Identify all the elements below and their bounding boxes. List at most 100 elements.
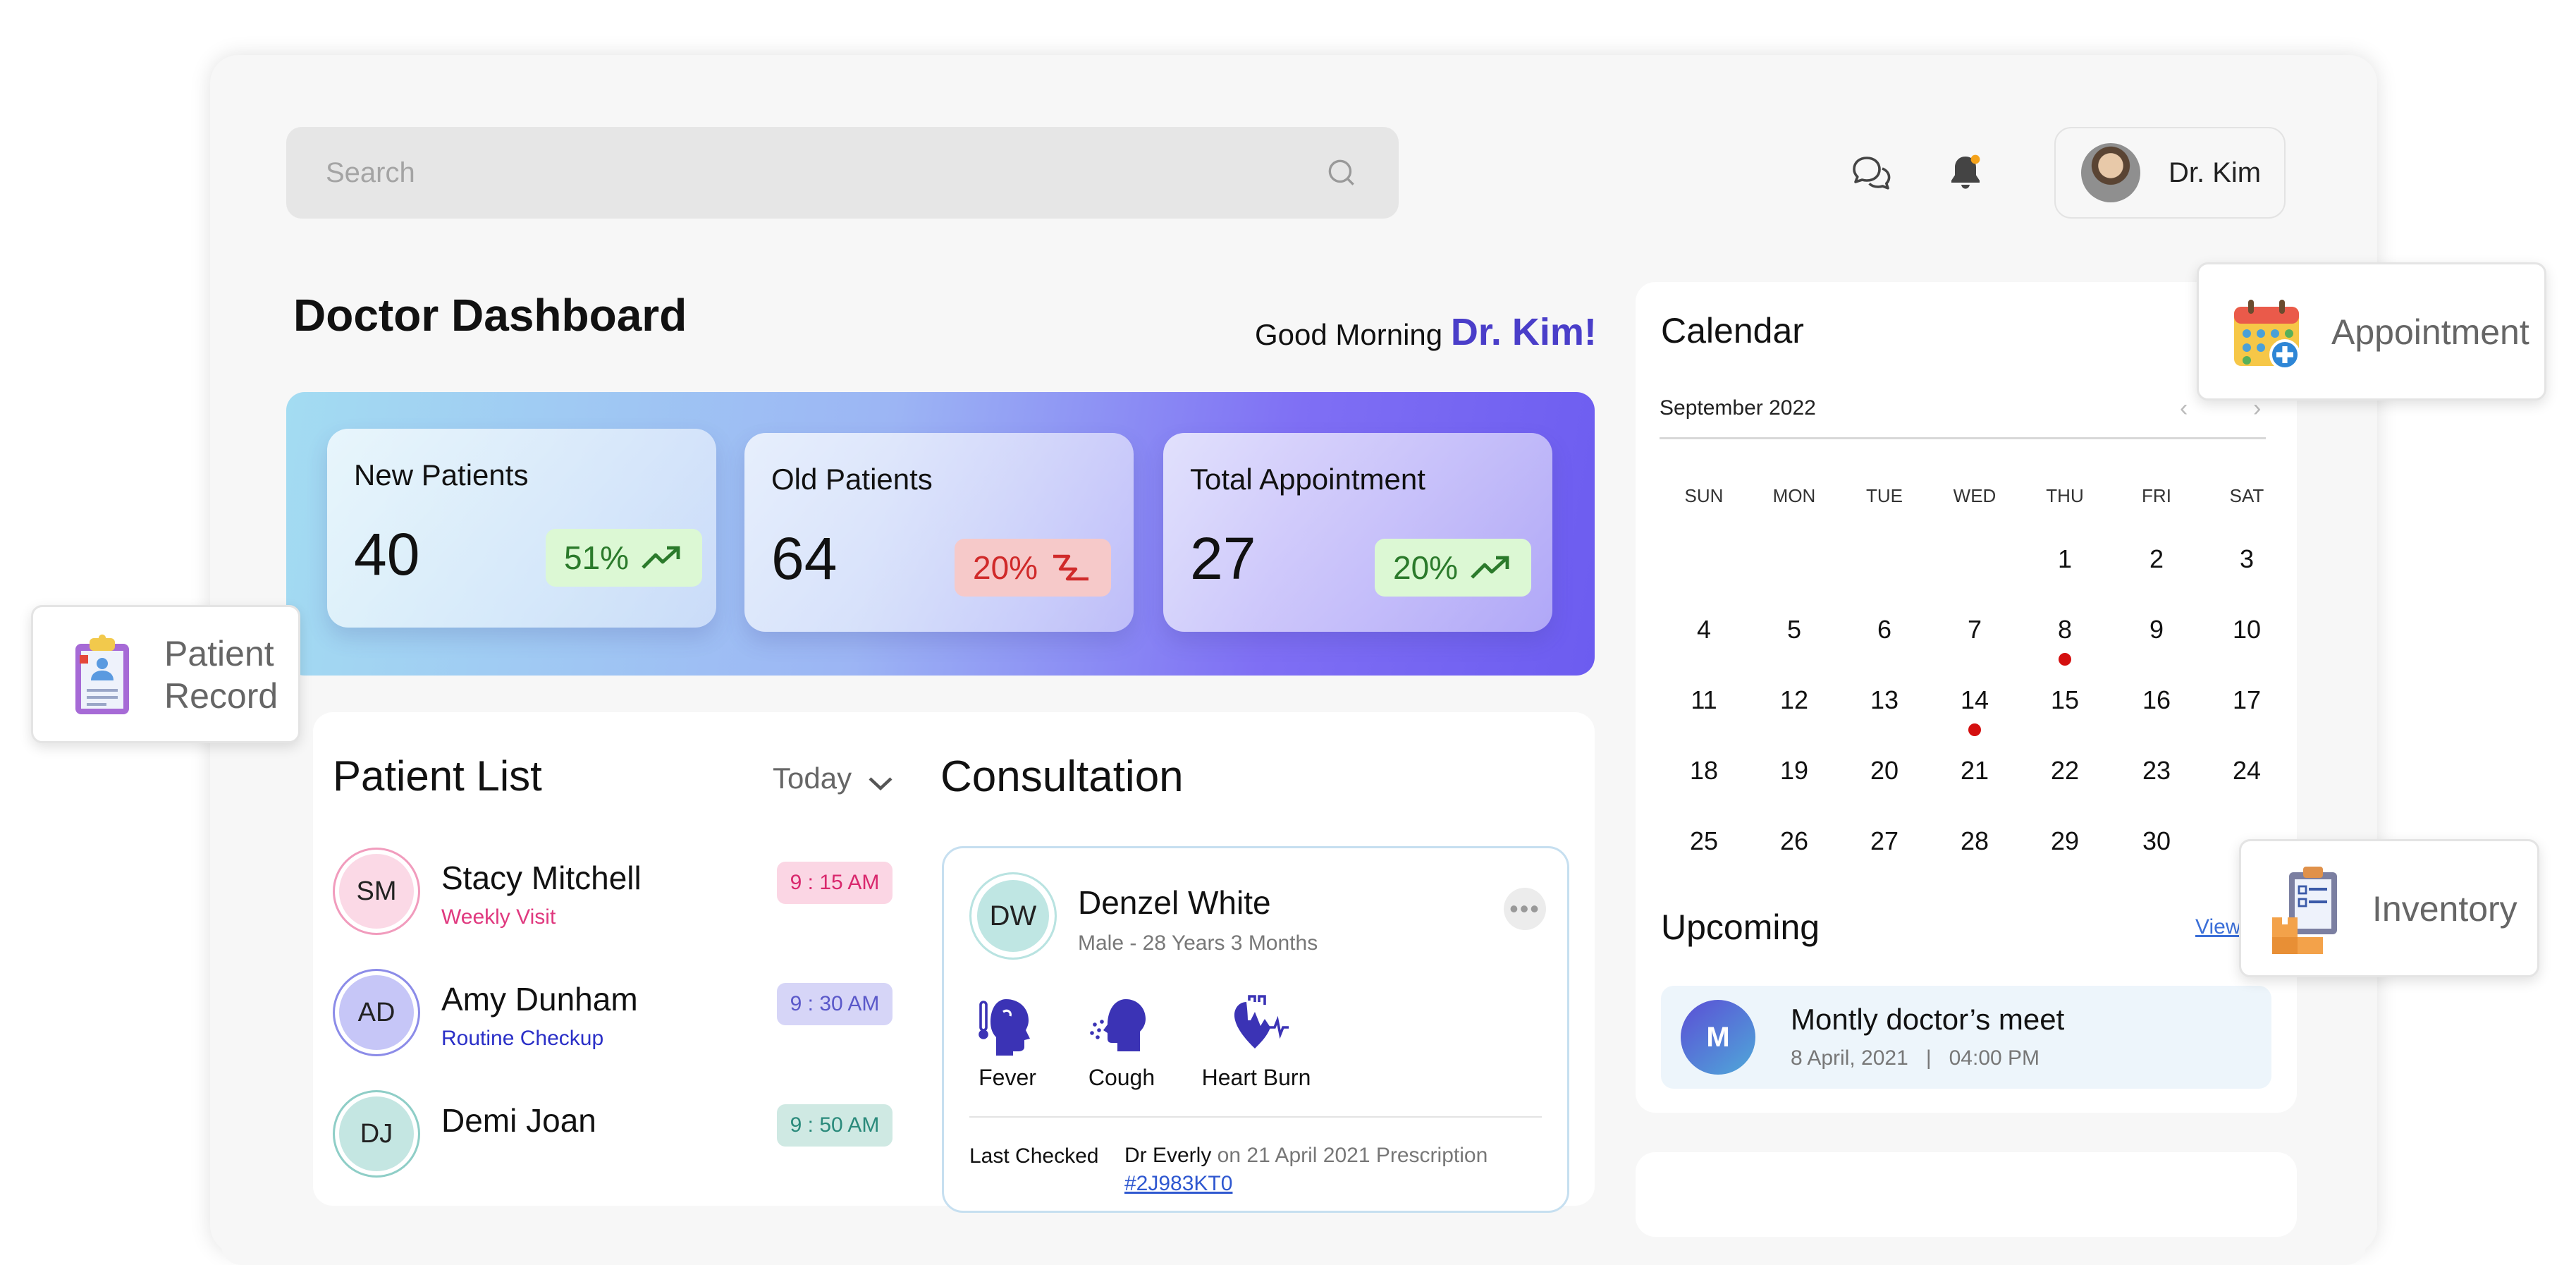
calendar-day[interactable]: 21 bbox=[1960, 756, 1989, 785]
view-all-link[interactable]: View bbox=[2195, 915, 2241, 939]
consultation-title: Consultation bbox=[940, 752, 1184, 801]
calendar-day[interactable]: 13 bbox=[1870, 685, 1899, 714]
calendar-day[interactable]: 12 bbox=[1779, 685, 1809, 714]
patient-avatar: SM bbox=[333, 848, 420, 935]
stat-card-new-patients[interactable]: New Patients 40 51% bbox=[327, 429, 716, 628]
calendar-day[interactable]: 11 bbox=[1691, 685, 1717, 714]
event-marker-dot bbox=[2059, 653, 2071, 666]
symptom-label: Fever bbox=[979, 1065, 1036, 1090]
weekday-fri: FRI bbox=[2142, 485, 2171, 506]
consultation-card: DW Denzel White Male - 28 Years 3 Months… bbox=[942, 846, 1569, 1213]
more-options-button[interactable]: ••• bbox=[1504, 888, 1546, 930]
consultation-patient-info: Male - 28 Years 3 Months bbox=[1078, 931, 1318, 955]
trend-down-icon bbox=[1053, 554, 1089, 581]
weekday-sat: SAT bbox=[2229, 485, 2264, 506]
search-icon[interactable] bbox=[1324, 155, 1359, 190]
stat-change-badge: 51% bbox=[546, 529, 703, 587]
calendar-day[interactable]: 27 bbox=[1870, 826, 1899, 855]
weekday-mon: MON bbox=[1772, 485, 1816, 506]
search-input[interactable]: Search bbox=[326, 157, 415, 188]
bell-icon[interactable] bbox=[1943, 149, 1988, 195]
visit-type: Weekly Visit bbox=[441, 905, 556, 929]
stat-change-badge: 20% bbox=[955, 539, 1112, 597]
calendar-day[interactable]: 24 bbox=[2232, 756, 2262, 785]
stat-value: 40 bbox=[354, 521, 420, 587]
chevron-right-icon[interactable]: › bbox=[2253, 395, 2262, 422]
calendar-day[interactable]: 28 bbox=[1960, 826, 1989, 855]
event-separator: | bbox=[1925, 1046, 1932, 1070]
stat-change: 20% bbox=[1393, 549, 1459, 586]
calendar-day[interactable]: 29 bbox=[2050, 826, 2080, 855]
calendar-day[interactable]: 23 bbox=[2142, 756, 2171, 785]
event-title: Montly doctor’s meet bbox=[1791, 1003, 2065, 1036]
weekday-wed: WED bbox=[1953, 485, 1997, 506]
page-title: Doctor Dashboard bbox=[293, 290, 687, 341]
chevron-left-icon[interactable]: ‹ bbox=[2180, 395, 2188, 422]
stat-card-old-patients[interactable]: Old Patients 64 20% bbox=[744, 433, 1134, 632]
calendar-day[interactable]: 1 bbox=[2057, 544, 2073, 573]
greeting-name: Dr. Kim! bbox=[1450, 311, 1597, 353]
calendar-title: Calendar bbox=[1661, 311, 1804, 350]
patient-record-shortcut[interactable]: Patient Record bbox=[31, 605, 300, 743]
stat-value: 27 bbox=[1190, 525, 1256, 592]
clipboard-record-icon bbox=[75, 634, 129, 714]
calendar-day[interactable]: 19 bbox=[1779, 756, 1809, 785]
chevron-down-icon[interactable] bbox=[866, 773, 895, 794]
cough-icon bbox=[1090, 999, 1146, 1051]
calendar-day[interactable]: 4 bbox=[1696, 615, 1712, 644]
calendar-day[interactable]: 17 bbox=[2232, 685, 2262, 714]
calendar-day[interactable]: 15 bbox=[2050, 685, 2080, 714]
date-filter-dropdown[interactable]: Today bbox=[773, 762, 852, 795]
appointment-label: Appointment bbox=[2331, 312, 2529, 352]
user-name: Dr. Kim bbox=[2169, 157, 2262, 188]
calendar-day[interactable]: 2 bbox=[2149, 544, 2164, 573]
chat-bubbles-icon[interactable] bbox=[1848, 151, 1894, 196]
event-date: 8 April, 2021 bbox=[1791, 1046, 1908, 1070]
avatar bbox=[2081, 143, 2140, 202]
symptom-label: Heart Burn bbox=[1201, 1065, 1311, 1090]
calendar-appointment-icon bbox=[2234, 300, 2300, 370]
calendar-day[interactable]: 14 bbox=[1960, 685, 1989, 714]
patient-name: Stacy Mitchell bbox=[441, 860, 642, 896]
time-badge: 9 : 15 AM bbox=[777, 862, 893, 904]
search-bar[interactable]: Search bbox=[286, 127, 1399, 219]
patient-record-label-1: Patient bbox=[164, 634, 274, 673]
secondary-panel bbox=[1636, 1152, 2297, 1237]
weekday-tue: TUE bbox=[1866, 485, 1903, 506]
patient-avatar: AD bbox=[333, 969, 420, 1056]
symptom-cough: Cough bbox=[1078, 994, 1165, 1091]
calendar-day[interactable]: 7 bbox=[1967, 615, 1982, 644]
stat-card-total-appointment[interactable]: Total Appointment 27 20% bbox=[1163, 433, 1552, 632]
symptom-label: Cough bbox=[1088, 1065, 1155, 1090]
greeting: Good Morning Dr. Kim! bbox=[1255, 310, 1597, 354]
fever-icon bbox=[979, 999, 1030, 1056]
event-marker-dot bbox=[1968, 723, 1981, 736]
calendar-divider bbox=[1660, 437, 2266, 439]
calendar-day[interactable]: 3 bbox=[2239, 544, 2255, 573]
appointment-shortcut[interactable]: Appointment bbox=[2197, 262, 2546, 401]
weekday-thu: THU bbox=[2046, 485, 2084, 506]
calendar-day[interactable]: 20 bbox=[1870, 756, 1899, 785]
calendar-day[interactable]: 8 bbox=[2057, 615, 2073, 644]
stat-label: New Patients bbox=[354, 458, 529, 491]
calendar-day[interactable]: 9 bbox=[2149, 615, 2164, 644]
user-profile-button[interactable]: Dr. Kim bbox=[2054, 127, 2286, 219]
calendar-day[interactable]: 22 bbox=[2050, 756, 2080, 785]
calendar-day[interactable]: 30 bbox=[2142, 826, 2171, 855]
calendar-day[interactable]: 16 bbox=[2142, 685, 2171, 714]
calendar-day[interactable]: 5 bbox=[1786, 615, 1802, 644]
patient-name: Demi Joan bbox=[441, 1102, 596, 1139]
inventory-clipboard-icon bbox=[2272, 867, 2337, 954]
calendar-day[interactable]: 6 bbox=[1877, 615, 1892, 644]
calendar-day[interactable]: 10 bbox=[2232, 615, 2262, 644]
stat-change: 51% bbox=[564, 539, 630, 576]
upcoming-title: Upcoming bbox=[1661, 908, 1820, 947]
calendar-day[interactable]: 26 bbox=[1779, 826, 1809, 855]
calendar-day[interactable]: 18 bbox=[1689, 756, 1719, 785]
calendar-day[interactable]: 25 bbox=[1689, 826, 1719, 855]
upcoming-event[interactable]: M Montly doctor’s meet 8 April, 2021 | 0… bbox=[1661, 986, 2271, 1089]
inventory-shortcut[interactable]: Inventory bbox=[2239, 839, 2539, 977]
prescription-link[interactable]: #2J983KT0 bbox=[1124, 1172, 1233, 1195]
consultation-patient-name: Denzel White bbox=[1078, 884, 1271, 921]
trend-up-icon bbox=[1471, 556, 1509, 579]
